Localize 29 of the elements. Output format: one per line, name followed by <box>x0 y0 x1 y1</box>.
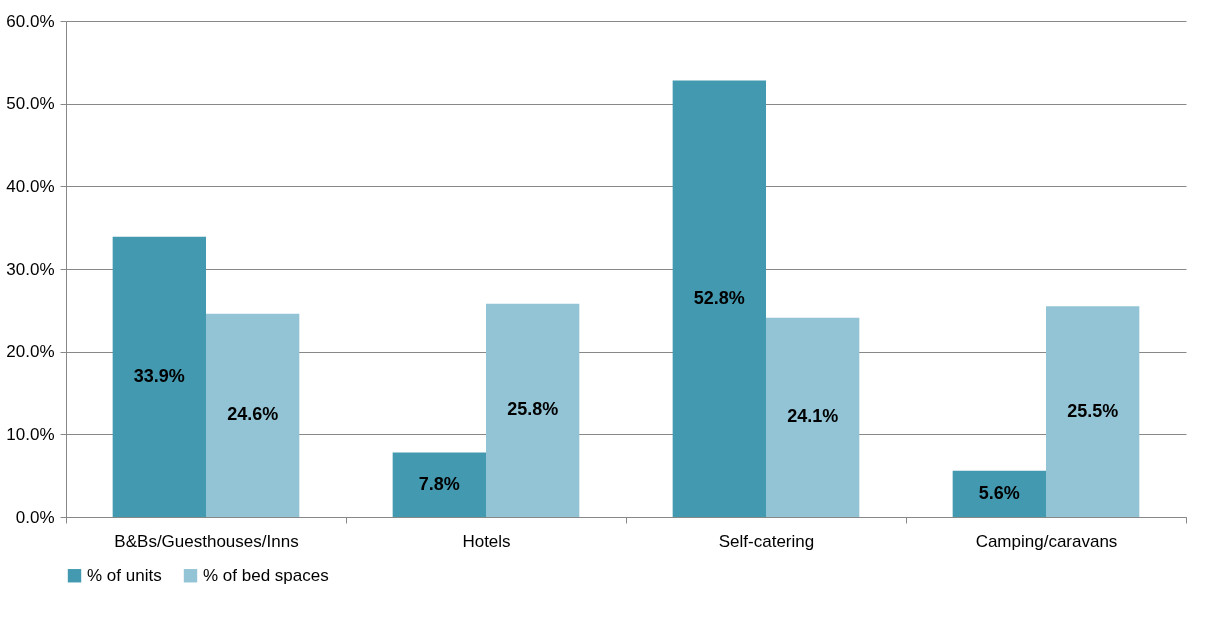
y-tick-label: 40.0% <box>6 176 55 196</box>
data-label: 33.9% <box>133 365 185 386</box>
legend-label: % of units <box>87 565 162 585</box>
bar <box>486 303 580 517</box>
y-tick-label: 10.0% <box>6 424 55 444</box>
x-tick-label: Hotels <box>462 531 511 551</box>
bar <box>672 80 766 517</box>
y-tick-label: 50.0% <box>6 94 55 114</box>
x-tick-label: B&Bs/Guesthouses/Inns <box>114 531 299 551</box>
bar <box>952 470 1046 517</box>
bar <box>112 236 206 517</box>
data-label: 7.8% <box>418 473 460 494</box>
data-label: 24.1% <box>787 406 839 427</box>
bar <box>766 317 860 517</box>
legend-label: % of bed spaces <box>203 565 329 585</box>
bar <box>206 313 300 517</box>
y-tick-label: 60.0% <box>6 11 55 31</box>
data-label: 5.6% <box>978 482 1020 503</box>
bar <box>392 452 486 517</box>
x-tick-label: Camping/caravans <box>975 531 1118 551</box>
data-label: 25.5% <box>1067 400 1119 421</box>
data-label: 25.8% <box>507 399 559 420</box>
bar <box>1046 306 1140 517</box>
y-tick-label: 20.0% <box>6 342 55 362</box>
data-label: 52.8% <box>693 287 745 308</box>
y-tick-label: 30.0% <box>6 259 55 279</box>
data-label: 24.6% <box>227 404 279 425</box>
y-tick-label: 0.0% <box>15 507 55 527</box>
x-tick-label: Self-catering <box>718 531 815 551</box>
